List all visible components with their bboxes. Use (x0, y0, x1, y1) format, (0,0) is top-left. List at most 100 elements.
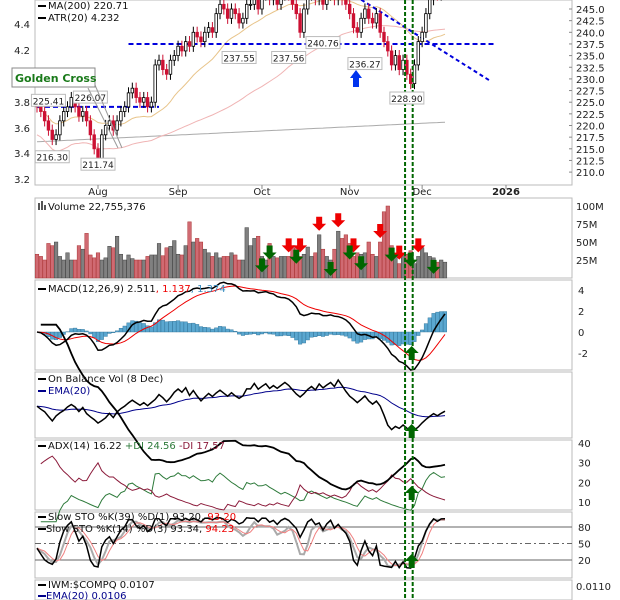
candle (256, 0, 260, 10)
candle (389, 50, 394, 66)
candle (103, 125, 108, 136)
candle (279, 0, 283, 5)
candle (134, 87, 138, 98)
price-label-box (305, 36, 341, 50)
candle (107, 120, 112, 126)
candle (69, 97, 74, 108)
macd-histogram-bar (271, 331, 276, 335)
volume-bar (225, 256, 230, 279)
macd-histogram-bar (279, 331, 284, 337)
volume-bar (366, 241, 371, 279)
macd-histogram-bar (378, 331, 383, 339)
macd-axis-label: 4 (578, 286, 584, 297)
candle (225, 8, 230, 19)
ma20-line (36, 0, 446, 126)
volume-bar (317, 234, 322, 279)
macd-histogram-bar (343, 331, 348, 337)
volume-bar (99, 259, 104, 279)
candle (92, 134, 96, 150)
volume-bar (103, 257, 108, 279)
candle (168, 59, 173, 75)
macd-signal-line (36, 285, 446, 361)
candle (157, 59, 161, 66)
macd-histogram-bar (237, 331, 242, 335)
macd-histogram-bar (298, 331, 303, 345)
adx-line (40, 323, 446, 491)
iwm-legend: IWM:$COMPQ 0.0107 (48, 580, 155, 591)
candle (187, 41, 192, 47)
volume-bar (57, 256, 62, 279)
volume-bar (141, 259, 146, 279)
candle (298, 13, 302, 33)
macd-histogram-bar (233, 331, 238, 333)
macd-histogram-bar (198, 326, 203, 333)
macd-panel-frame (34, 279, 573, 371)
volume-bar (168, 246, 173, 279)
price-label: 225.41 (33, 97, 65, 107)
candle (130, 87, 135, 94)
ma200-legend: MA(200) 220.71 (48, 1, 129, 12)
macd-histogram-bar (122, 325, 127, 333)
candle (164, 69, 169, 75)
volume-bar (198, 241, 204, 279)
macd-histogram-bar (427, 317, 432, 333)
candle (347, 3, 352, 15)
volume-bar (282, 256, 287, 279)
price-axis-label: 220.0 (576, 122, 605, 133)
macd-histogram-bar (118, 328, 123, 333)
macd-histogram-bar (286, 331, 291, 336)
adx-panel-frame (34, 439, 573, 511)
plus-di-line (40, 471, 446, 523)
candle (123, 106, 127, 112)
volume-bar (46, 243, 51, 279)
macd-histogram-bar (263, 331, 268, 334)
macd-histogram-bar (221, 326, 226, 333)
candle (355, 27, 359, 33)
candle (88, 120, 93, 136)
candle (302, 8, 306, 33)
volume-bar (351, 256, 356, 279)
iwm-panel-frame (34, 579, 573, 600)
volume-bar (176, 253, 181, 279)
macd-histogram-bar (301, 331, 306, 344)
buy-arrow-icon (342, 245, 357, 260)
price-axis-label: 212.5 (576, 156, 605, 167)
volume-bar (172, 240, 177, 279)
price-axis-label: 210.0 (576, 168, 605, 179)
buy-signal-arrow-icon (404, 424, 419, 438)
macd-histogram-bar (149, 326, 154, 333)
obv-line (36, 378, 446, 433)
price-label-box (389, 91, 425, 105)
candle (344, 0, 348, 5)
candle (180, 45, 184, 52)
obv-legend: On Balance Vol (8 Dec) (48, 374, 163, 385)
candle (61, 111, 66, 122)
price-axis-label: 225.0 (576, 98, 605, 109)
volume-bar (214, 252, 219, 279)
candle (363, 8, 367, 19)
candle (153, 64, 157, 103)
buy-arrow-icon (323, 262, 338, 276)
volume-bar (309, 256, 314, 279)
volume-bar (320, 248, 326, 279)
macd-histogram-bar (210, 328, 215, 333)
volume-bar (275, 257, 280, 279)
volume-bar (420, 247, 425, 279)
price-label: 211.74 (82, 161, 114, 171)
volume-bar (244, 227, 249, 279)
golden-cross-label: Golden Cross (15, 72, 97, 85)
volume-bar (88, 254, 93, 279)
candle (214, 13, 218, 33)
candle (138, 97, 142, 103)
candle (84, 111, 89, 122)
buy-signal-arrow-icon (404, 486, 419, 500)
macd-histogram-bar (69, 328, 74, 333)
month-label: 2026 (492, 187, 520, 198)
volume-bar (217, 257, 223, 279)
buy-signal-arrow-icon (404, 554, 419, 568)
candle (184, 41, 188, 52)
macd-histogram-bar (305, 331, 310, 341)
volume-bar (126, 254, 131, 279)
volume-bar (339, 238, 345, 279)
